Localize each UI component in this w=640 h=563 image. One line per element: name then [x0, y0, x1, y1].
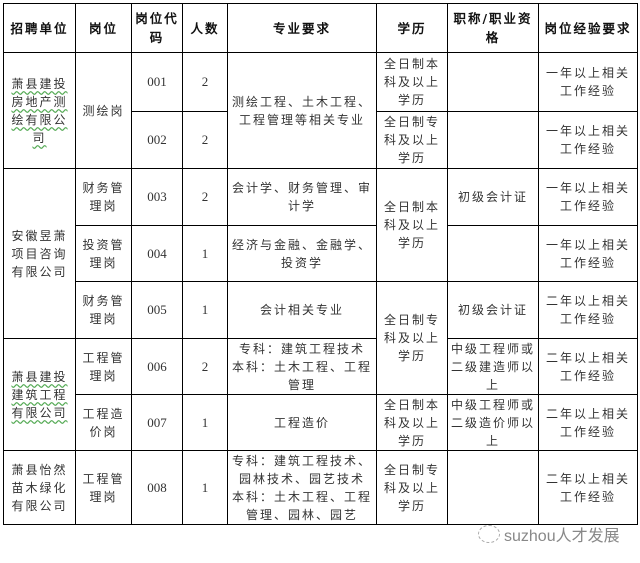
header-exp: 岗位经验要求: [538, 3, 638, 53]
unit-cell: 安徽昱萧项目咨询有限公司: [3, 168, 76, 339]
header-title: 职称/职业资格: [447, 3, 539, 53]
post-cell: 工程管理岗: [75, 338, 132, 395]
post-cell: 工程造价岗: [75, 394, 132, 451]
code-cell: 008: [131, 450, 183, 525]
post-cell: 财务管理岗: [75, 281, 132, 339]
post-cell: 测绘岗: [75, 52, 132, 169]
title-cell: [447, 450, 539, 525]
exp-cell: 一年以上相关工作经验: [538, 225, 638, 282]
count-cell: 1: [182, 281, 228, 339]
header-count: 人数: [182, 3, 228, 53]
edu-cell: 全日制本科及以上学历: [376, 394, 448, 451]
code-cell: 004: [131, 225, 183, 282]
code-cell: 001: [131, 52, 183, 112]
wechat-icon: [478, 525, 500, 543]
title-cell: 初级会计证: [447, 168, 539, 226]
count-cell: 1: [182, 450, 228, 525]
major-cell: 会计学、财务管理、审计学: [227, 168, 377, 226]
title-cell: 初级会计证: [447, 281, 539, 339]
exp-cell: 一年以上相关工作经验: [538, 111, 638, 169]
major-cell: 专科：建筑工程技术、园林技术、园艺技术 本科：土木工程、工程管理、园林、园艺: [227, 450, 377, 525]
exp-cell: 一年以上相关工作经验: [538, 168, 638, 226]
count-cell: 2: [182, 168, 228, 226]
major-cell: 经济与金融、金融学、投资学: [227, 225, 377, 282]
table-row: 萧县建投建筑工程有限公司 工程管理岗 006 2 专科：建筑工程技术 本科：土木…: [3, 338, 638, 451]
title-cell: 中级工程师或二级建造师以上: [447, 338, 539, 395]
unit-name: 萧县建投房地产测绘有限公司: [11, 76, 68, 145]
exp-cell: 一年以上相关工作经验: [538, 52, 638, 112]
edu-cell: 全日制本科及以上学历: [376, 52, 448, 112]
code-cell: 006: [131, 338, 183, 395]
unit-name: 萧县建投建筑工程有限公司: [11, 369, 68, 420]
post-cell: 财务管理岗: [75, 168, 132, 226]
count-cell: 2: [182, 338, 228, 395]
code-cell: 002: [131, 111, 183, 169]
table-row: 萧县建投房地产测绘有限公司 测绘岗 001 2 测绘工程、土木工程、工程管理等相…: [3, 52, 638, 169]
unit-cell: 萧县建投建筑工程有限公司: [3, 338, 76, 451]
major-cell: 工程造价: [227, 394, 377, 451]
count-cell: 2: [182, 52, 228, 112]
edu-cell: 全日制专科及以上学历: [376, 281, 448, 395]
header-post: 岗位: [75, 3, 132, 53]
table-row: 财务管理岗 005 1 会计相关专业 全日制专科及以上学历 初级会计证 二年以上…: [4, 281, 638, 395]
post-cell: 工程管理岗: [75, 450, 132, 525]
count-cell: 1: [182, 225, 228, 282]
title-cell: [447, 52, 539, 112]
header-edu: 学历: [376, 3, 448, 53]
count-cell: 2: [182, 111, 228, 169]
edu-cell: 全日制专科及以上学历: [376, 450, 448, 525]
unit-cell: 萧县建投房地产测绘有限公司: [3, 52, 76, 169]
edu-cell: 全日制本科及以上学历: [376, 168, 448, 282]
table-row: 投资管理岗 004 1 经济与金融、金融学、投资学 一年以上相关工作经验: [4, 225, 638, 282]
major-cell: 专科：建筑工程技术 本科：土木工程、工程管理: [227, 338, 377, 395]
exp-cell: 二年以上相关工作经验: [538, 338, 638, 395]
title-cell: [447, 225, 539, 282]
unit-cell: 萧县怡然苗木绿化有限公司: [3, 450, 76, 525]
major-cell: 测绘工程、土木工程、工程管理等相关专业: [227, 52, 377, 169]
exp-cell: 二年以上相关工作经验: [538, 394, 638, 451]
watermark-text: suzhou人才发展: [504, 528, 620, 545]
exp-cell: 二年以上相关工作经验: [538, 281, 638, 339]
table-row: 002 2 全日制专科及以上学历 一年以上相关工作经验: [4, 111, 638, 169]
table-row: 萧县怡然苗木绿化有限公司 工程管理岗 008 1 专科：建筑工程技术、园林技术、…: [3, 450, 638, 525]
title-cell: 中级工程师或二级造价师以上: [447, 394, 539, 451]
watermark: suzhou人才发展: [478, 522, 620, 546]
header-code: 岗位代码: [131, 3, 183, 53]
major-cell: 会计相关专业: [227, 281, 377, 339]
title-cell: [447, 111, 539, 169]
code-cell: 003: [131, 168, 183, 226]
header-unit: 招聘单位: [3, 3, 76, 53]
table-row: 安徽昱萧项目咨询有限公司 财务管理岗 003 2 会计学、财务管理、审计学 全日…: [3, 168, 638, 339]
code-cell: 005: [131, 281, 183, 339]
code-cell: 007: [131, 394, 183, 451]
post-cell: 投资管理岗: [75, 225, 132, 282]
header-row: 招聘单位 岗位 岗位代码 人数 专业要求 学历 职称/职业资格 岗位经验要求: [3, 3, 638, 53]
table-row: 工程造价岗 007 1 工程造价 全日制本科及以上学历 中级工程师或二级造价师以…: [4, 394, 638, 451]
edu-cell: 全日制专科及以上学历: [376, 111, 448, 169]
exp-cell: 二年以上相关工作经验: [538, 450, 638, 525]
recruitment-table: 招聘单位 岗位 岗位代码 人数 专业要求 学历 职称/职业资格 岗位经验要求 萧…: [3, 3, 638, 525]
header-major: 专业要求: [227, 3, 377, 53]
count-cell: 1: [182, 394, 228, 451]
